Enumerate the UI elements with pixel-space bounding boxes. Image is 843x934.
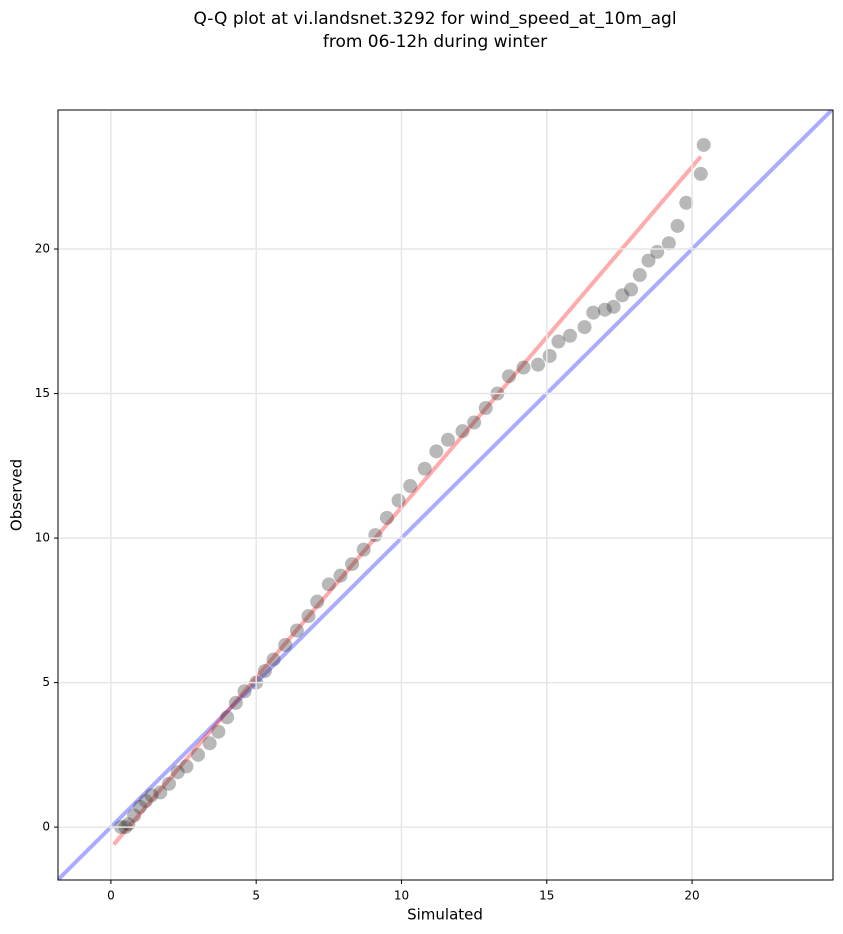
point: [257, 664, 272, 679]
y-tick-label: 5: [42, 675, 50, 689]
point: [563, 328, 578, 343]
point: [321, 577, 336, 592]
point: [632, 268, 647, 283]
point: [211, 724, 226, 739]
point: [606, 299, 621, 314]
x-tick-label: 5: [252, 889, 260, 903]
point: [266, 652, 281, 667]
point: [144, 788, 159, 803]
point: [333, 568, 348, 583]
identity-line: [58, 110, 833, 880]
point: [624, 282, 639, 297]
point: [170, 765, 185, 780]
point: [551, 334, 566, 349]
point: [179, 759, 194, 774]
point: [501, 369, 516, 384]
point: [127, 808, 142, 823]
point: [440, 432, 455, 447]
point: [577, 320, 592, 335]
point: [278, 638, 293, 653]
point: [641, 253, 656, 268]
point: [478, 400, 493, 415]
point: [301, 609, 316, 624]
point: [679, 195, 694, 210]
plot-frame: [57, 109, 834, 881]
point: [586, 305, 601, 320]
point: [516, 360, 531, 375]
y-tick-label: 0: [42, 820, 50, 834]
point: [202, 736, 217, 751]
point: [289, 623, 304, 638]
x-axis-label: Simulated: [407, 906, 483, 924]
chart-title: Q-Q plot at vi.landsnet.3292 for wind_sp…: [193, 9, 676, 29]
point: [138, 794, 153, 809]
x-tick-label: 10: [394, 889, 409, 903]
point: [228, 695, 243, 710]
point: [220, 710, 235, 725]
point: [693, 166, 708, 181]
point: [670, 218, 685, 233]
point: [429, 444, 444, 459]
point: [356, 542, 371, 557]
fit-line: [112, 155, 703, 846]
point: [417, 461, 432, 476]
point: [455, 424, 470, 439]
point: [310, 594, 325, 609]
point: [132, 799, 147, 814]
point: [345, 557, 360, 572]
point: [153, 785, 168, 800]
point: [403, 479, 418, 494]
point: [696, 137, 711, 152]
x-tick-label: 0: [107, 889, 115, 903]
y-axis-label: Observed: [8, 459, 26, 531]
point: [391, 493, 406, 508]
point: [191, 747, 206, 762]
x-tick-label: 15: [539, 889, 554, 903]
point: [162, 776, 177, 791]
y-tick-label: 10: [35, 531, 50, 545]
point: [467, 415, 482, 430]
point: [368, 528, 383, 543]
point: [379, 510, 394, 525]
point: [531, 357, 546, 372]
point: [615, 288, 630, 303]
y-tick-label: 15: [35, 386, 50, 400]
point: [597, 302, 612, 317]
plot-area: [58, 110, 833, 880]
point: [542, 348, 557, 363]
x-tick-label: 20: [684, 889, 699, 903]
point: [661, 236, 676, 251]
chart-subtitle: from 06-12h during winter: [323, 32, 547, 52]
point: [650, 244, 665, 259]
point: [237, 684, 252, 699]
y-tick-label: 20: [35, 242, 50, 256]
